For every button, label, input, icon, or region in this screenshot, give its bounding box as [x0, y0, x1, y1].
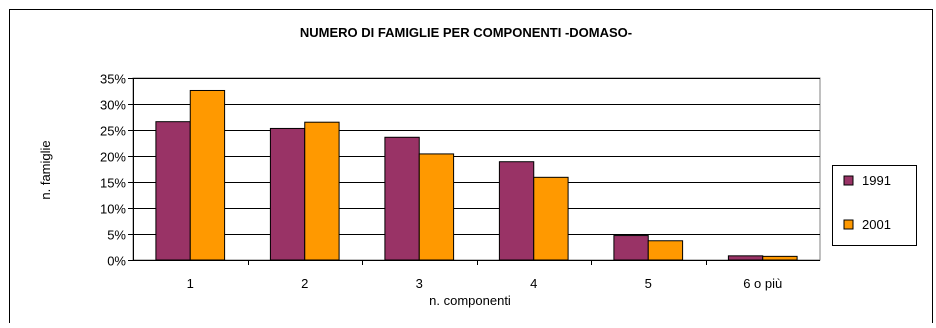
x-tick-label: 5: [645, 276, 652, 291]
x-axis-label: n. componenti: [429, 293, 511, 308]
chart-title: NUMERO DI FAMIGLIE PER COMPONENTI -DOMAS…: [300, 25, 632, 40]
y-tick-label: 10%: [100, 202, 126, 217]
y-tick-label: 25%: [100, 124, 126, 139]
y-tick-label: 30%: [100, 98, 126, 113]
bar-2001-5: [647, 240, 684, 261]
legend-swatch-1991: [843, 175, 854, 186]
legend: 1991 2001: [843, 173, 891, 232]
bar-2001-4: [533, 176, 569, 261]
x-axis-ticks: 1 2 3 4 5 6 o più: [187, 260, 782, 291]
x-tick-label: 4: [530, 276, 537, 291]
x-tick-label: 3: [416, 276, 423, 291]
bar-1991-3: [384, 136, 420, 261]
bar-1991-6-o-più: [727, 255, 764, 261]
y-axis-ticks: 0% 5% 10% 15% 20% 25% 30% 35%: [100, 72, 133, 269]
bar-2001-3: [418, 153, 455, 261]
legend-swatch-2001: [843, 219, 854, 230]
plot-area: [132, 77, 821, 261]
bar-2001-6-o-più: [762, 255, 798, 261]
x-tick-label: 1: [187, 276, 194, 291]
x-tick-label: 6 o più: [743, 276, 782, 291]
x-tick-label: 2: [301, 276, 308, 291]
bars: [155, 89, 798, 261]
bar-1991-5: [613, 235, 649, 261]
y-tick-label: 20%: [100, 150, 126, 165]
bar-1991-1: [155, 121, 191, 261]
bar-2001-1: [189, 89, 226, 261]
y-tick-label: 5%: [107, 228, 126, 243]
bar-1991-4: [498, 161, 535, 261]
bar-2001-2: [304, 121, 340, 261]
y-tick-label: 35%: [100, 72, 126, 87]
y-axis-label: n. famiglie: [38, 140, 53, 199]
y-tick-label: 15%: [100, 176, 126, 191]
y-tick-label: 0%: [107, 254, 126, 269]
legend-label-1991: 1991: [862, 173, 891, 188]
bar-1991-2: [269, 127, 306, 261]
legend-label-2001: 2001: [862, 217, 891, 232]
gridlines: [133, 78, 820, 235]
